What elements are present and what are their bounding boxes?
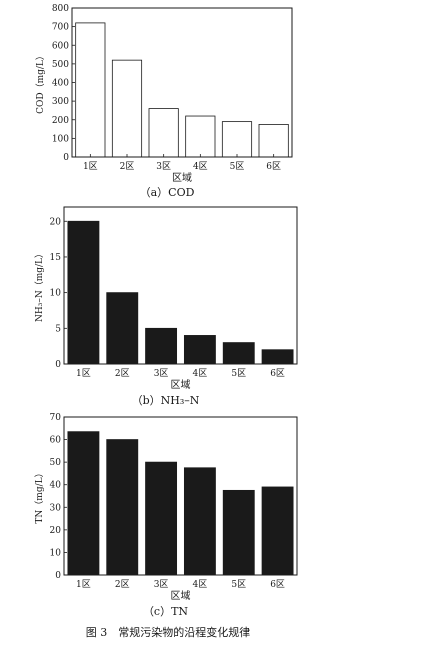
y-axis-label: TN（mg/L） [34,468,45,523]
bar-4 [185,115,216,158]
y-axis-label: COD（mg/L） [35,51,46,114]
bar-1 [67,220,100,365]
x-axis-label: 区域 [171,589,191,602]
bar-4 [183,335,216,365]
y-tick-label: 10 [50,548,62,558]
x-axis-label: 区域 [171,378,191,391]
panel-caption: （a）COD [140,186,195,199]
x-tick-label: 6区 [270,368,285,379]
bar-3 [148,108,179,158]
x-axis-label: 区域 [172,171,192,184]
y-tick-label: 0 [63,153,69,163]
y-tick-label: 60 [50,436,62,446]
x-tick-label: 4区 [193,579,208,590]
x-tick-label: 4区 [193,368,208,379]
panel-caption: （c）TN [143,605,188,618]
y-tick-label: 800 [52,4,69,14]
y-tick-label: 400 [52,79,69,89]
x-tick-label: 6区 [270,579,285,590]
y-tick-label: 15 [50,253,62,263]
figure-caption: 图 3 常规污染物的沿程变化规律 [86,625,251,639]
x-tick-label: 1区 [83,161,98,172]
y-tick-label: 700 [52,23,69,33]
y-tick-label: 20 [50,217,62,227]
x-tick-label: 2区 [115,579,130,590]
bar-3 [145,327,178,365]
y-tick-label: 0 [55,360,61,370]
y-tick-label: 600 [52,41,69,51]
x-tick-label: 3区 [154,368,169,379]
x-tick-label: 3区 [154,579,169,590]
bar-1 [75,22,106,158]
x-tick-label: 3区 [156,161,171,172]
x-tick-label: 5区 [230,161,245,172]
y-tick-label: 20 [50,526,62,536]
bar-3 [145,461,178,576]
bar-4 [183,467,216,576]
x-tick-label: 5区 [231,579,246,590]
bar-5 [221,121,253,158]
x-tick-label: 5区 [231,368,246,379]
x-tick-label: 1区 [76,368,91,379]
bar-2 [106,292,139,365]
y-tick-label: 40 [50,481,62,491]
bar-2 [106,439,139,576]
panel-caption: （b）NH₃–N [132,394,200,407]
y-tick-label: 500 [52,60,69,70]
bar-2 [111,59,143,158]
y-tick-label: 50 [50,458,62,468]
x-tick-label: 2区 [120,161,135,172]
y-tick-label: 10 [50,289,62,299]
y-tick-label: 30 [50,503,62,513]
y-tick-label: 200 [52,116,69,126]
x-tick-label: 2区 [115,368,130,379]
bar-6 [258,124,289,158]
x-tick-label: 1区 [76,579,91,590]
bar-5 [222,489,255,576]
bar-6 [261,486,294,576]
y-tick-label: 70 [50,413,62,423]
x-tick-label: 6区 [266,161,281,172]
y-tick-label: 300 [52,97,69,107]
bar-1 [67,431,100,576]
x-tick-label: 4区 [193,161,208,172]
y-tick-label: 5 [55,324,61,334]
plot-frame [63,206,298,365]
bar-5 [222,342,255,365]
y-tick-label: 0 [55,571,61,581]
y-axis-label: NH₃–N（mg/L） [34,249,45,322]
y-tick-label: 100 [52,134,69,144]
plot-frame [63,416,298,576]
